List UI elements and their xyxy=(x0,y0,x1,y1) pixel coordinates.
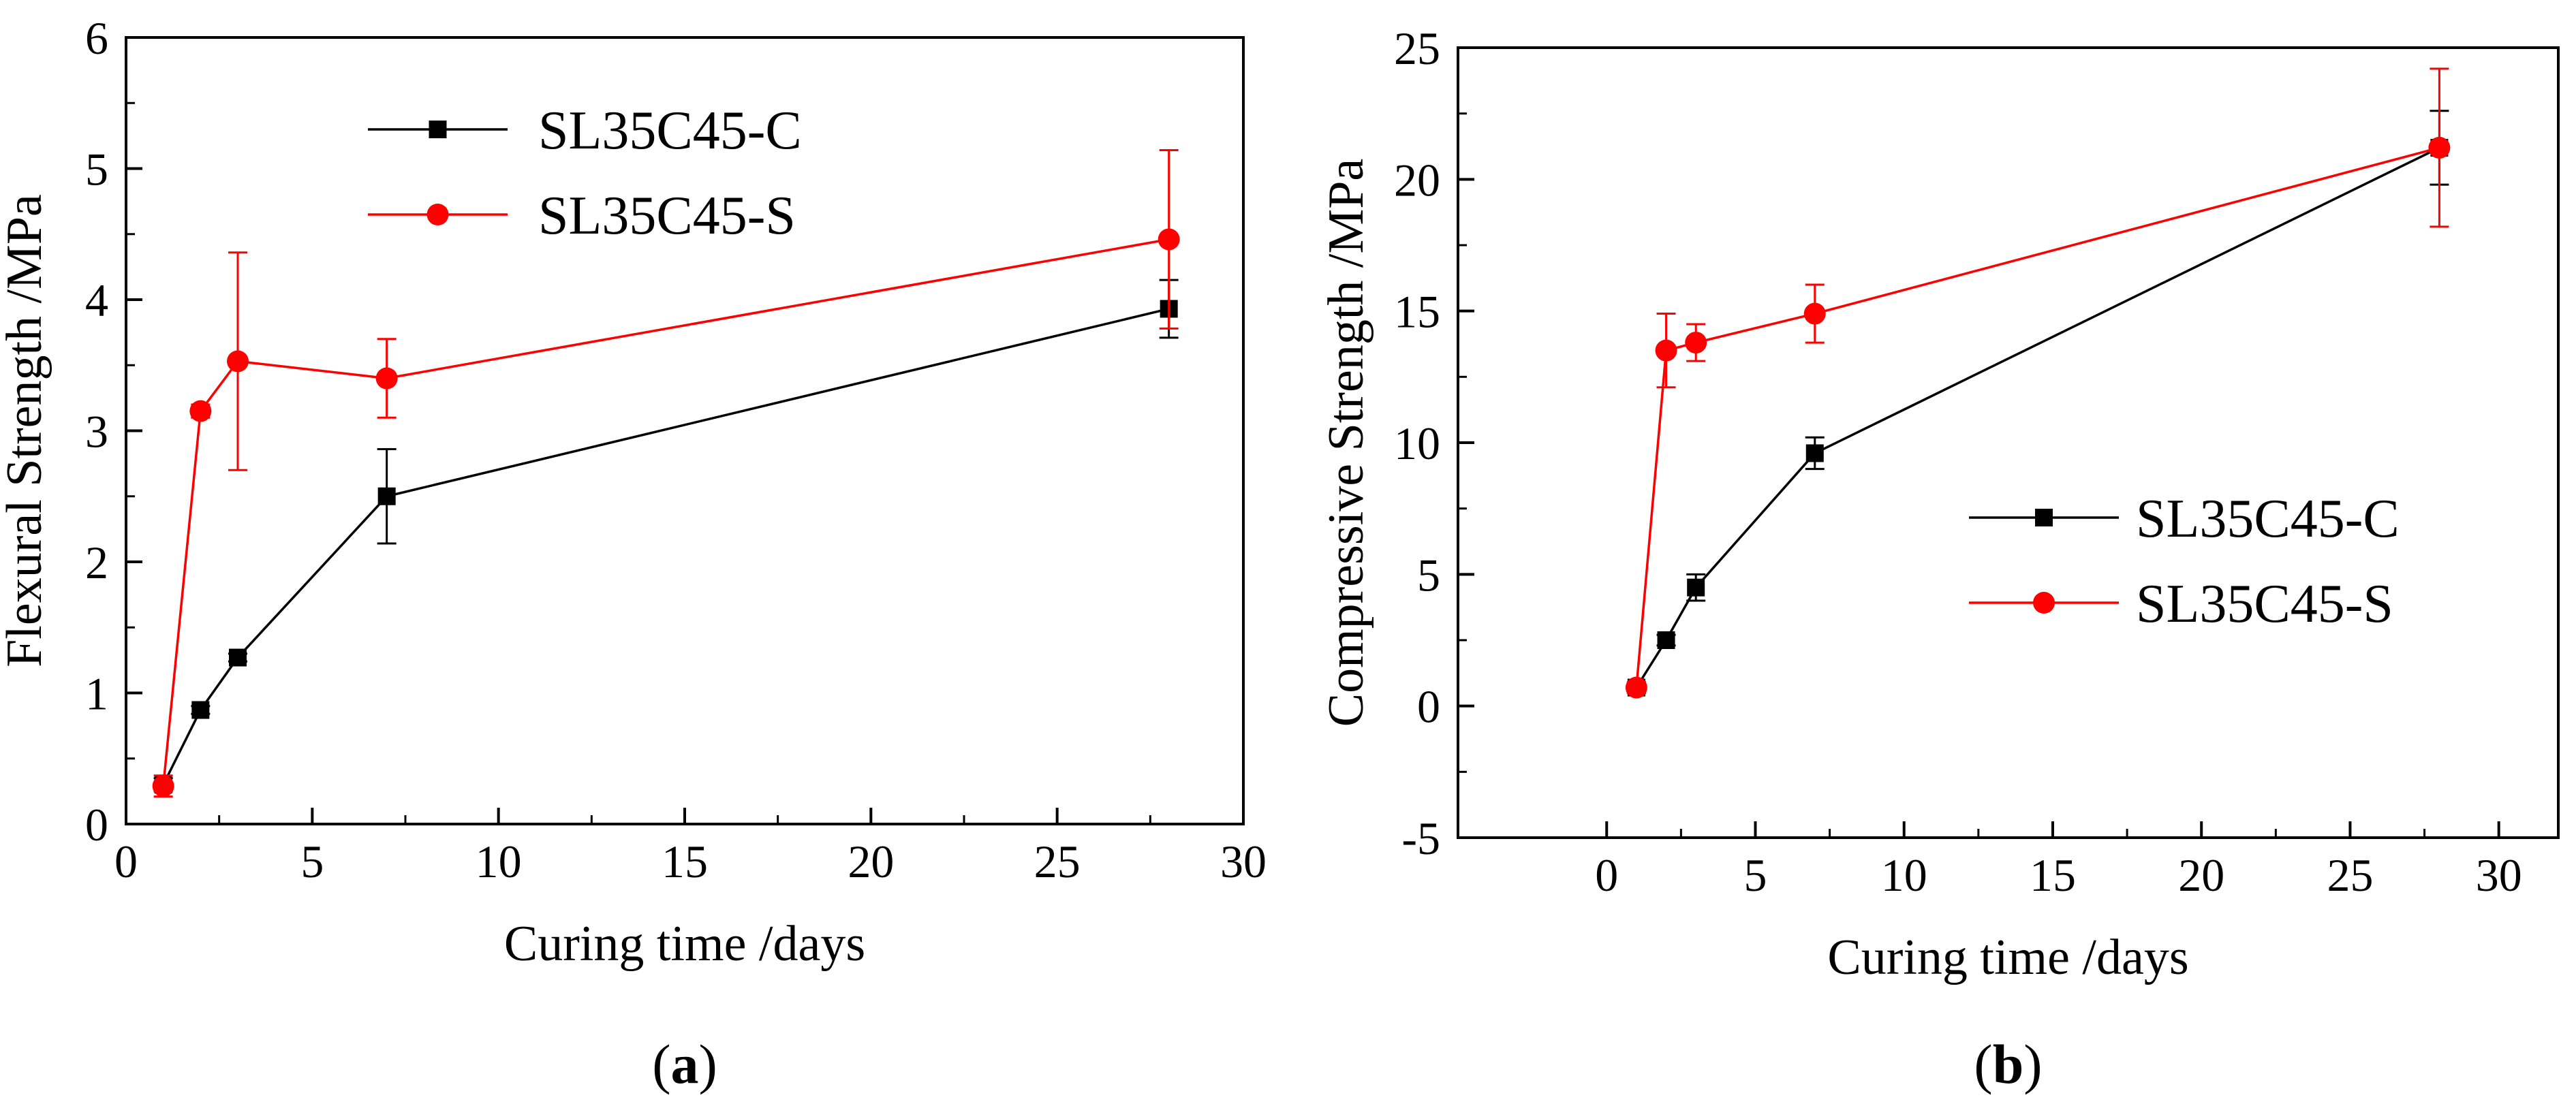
y-tick-label: 1 xyxy=(85,668,108,720)
chart-b-legend-entry-s: SL35C45-S xyxy=(1969,574,2393,634)
y-tick-label: 6 xyxy=(85,12,108,64)
y-tick-label: 2 xyxy=(85,537,108,588)
y-tick-label: 4 xyxy=(85,274,108,326)
x-tick-label: 0 xyxy=(1595,849,1618,901)
x-tick-label: 10 xyxy=(476,836,522,887)
x-tick-label: 0 xyxy=(114,836,138,887)
series-SL35C45-S xyxy=(1625,67,2451,699)
chart-a-legend-entry-c: SL35C45-C xyxy=(368,101,802,161)
chart-a: 0 5 10 15 20 25 30 0 1 2 3 4 5 6 Curing time /days Fl… xyxy=(0,12,1267,1095)
chart-a-legend-label-s: SL35C45-S xyxy=(538,186,796,246)
y-tick-label: 5 xyxy=(85,144,108,195)
chart-b-legend-label-s: SL35C45-S xyxy=(2136,574,2393,634)
chart-b-legend-label-c: SL35C45-C xyxy=(2136,489,2400,549)
data-point xyxy=(375,367,398,390)
y-tick-label: -5 xyxy=(1401,812,1440,864)
data-point xyxy=(1803,302,1826,325)
y-tick-label: 15 xyxy=(1394,286,1440,338)
y-tick-label: 20 xyxy=(1394,154,1440,206)
chart-b-panel-letter: b xyxy=(1993,1033,2024,1095)
data-point xyxy=(229,648,247,667)
chart-a-x-axis-title: Curing time /days xyxy=(504,916,865,972)
chart-b-ticks xyxy=(1458,46,2500,839)
data-point xyxy=(377,487,396,505)
chart-a-tick-labels: 0 5 10 15 20 25 30 0 1 2 3 4 5 6 xyxy=(85,12,1267,887)
series-line xyxy=(162,307,1170,786)
x-tick-label: 30 xyxy=(2476,849,2522,901)
chart-b: 0 5 10 15 20 25 30 -5 0 5 10 15 20 25 Curing time /da… xyxy=(1318,22,2560,1095)
x-tick-label: 25 xyxy=(2327,849,2373,901)
chart-b-marks xyxy=(1625,67,2451,699)
data-point xyxy=(1655,339,1677,362)
data-point xyxy=(1158,228,1180,251)
chart-a-panel-label: (a) xyxy=(652,1033,717,1095)
chart-a-legend-marker-s xyxy=(426,204,449,225)
y-tick-label: 10 xyxy=(1394,417,1440,469)
chart-b-x-axis-title: Curing time /days xyxy=(1827,930,2188,985)
x-tick-label: 20 xyxy=(2178,849,2224,901)
data-point xyxy=(1805,444,1824,462)
y-tick-label: 5 xyxy=(1417,549,1440,601)
series-SL35C45-C xyxy=(153,279,1179,794)
series-line xyxy=(161,238,1169,787)
chart-b-legend: SL35C45-C SL35C45-S xyxy=(1969,489,2400,634)
chart-a-legend-marker-c xyxy=(429,121,447,138)
data-point xyxy=(1657,631,1675,649)
y-tick-label: 3 xyxy=(85,406,108,458)
chart-b-legend-marker-s xyxy=(2033,592,2055,614)
chart-b-legend-marker-c xyxy=(2035,509,2053,526)
x-tick-label: 10 xyxy=(1881,849,1927,901)
data-point xyxy=(189,400,212,422)
data-point xyxy=(1625,676,1647,699)
x-tick-label: 5 xyxy=(1743,849,1767,901)
data-point xyxy=(152,775,174,797)
chart-b-panel-label: (b) xyxy=(1974,1033,2042,1095)
y-tick-label: 0 xyxy=(1417,681,1440,733)
chart-a-plot-frame xyxy=(125,36,1245,825)
chart-a-legend-label-c: SL35C45-C xyxy=(538,101,802,161)
data-point xyxy=(2428,136,2451,159)
x-tick-label: 15 xyxy=(2030,849,2076,901)
x-tick-label: 25 xyxy=(1034,836,1081,887)
series-SL35C45-S xyxy=(152,149,1180,798)
x-tick-label: 15 xyxy=(662,836,708,887)
data-point xyxy=(1687,578,1705,597)
y-tick-label: 25 xyxy=(1394,22,1440,74)
data-point xyxy=(227,350,249,373)
x-tick-label: 20 xyxy=(848,836,894,887)
y-tick-label: 0 xyxy=(85,799,108,851)
data-point xyxy=(1685,332,1707,354)
chart-a-panel-letter: a xyxy=(671,1033,699,1095)
chart-a-y-axis-title: Flexural Strength /MPa xyxy=(0,194,52,667)
x-tick-label: 30 xyxy=(1220,836,1267,887)
chart-b-tick-labels: 0 5 10 15 20 25 30 -5 0 5 10 15 20 25 xyxy=(1394,22,2522,901)
chart-b-y-axis-title: Compressive Strength /MPa xyxy=(1318,159,1374,727)
chart-b-plot-frame xyxy=(1457,46,2560,839)
chart-b-legend-entry-c: SL35C45-C xyxy=(1969,489,2400,549)
chart-a-marks xyxy=(152,149,1180,798)
data-point xyxy=(191,701,210,719)
chart-a-legend-entry-s: SL35C45-S xyxy=(368,186,796,246)
chart-a-legend: SL35C45-C SL35C45-S xyxy=(368,101,802,246)
x-tick-label: 5 xyxy=(300,836,324,887)
